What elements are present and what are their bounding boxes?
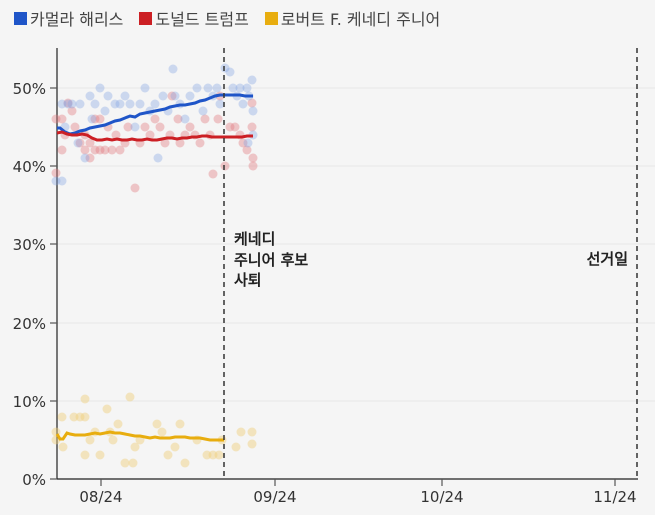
trump-swatch-icon: [139, 11, 153, 25]
y-axis: 0% 10% 20% 30% 40% 50%: [13, 48, 58, 489]
chart-legend: 카멀라 해리스 도널드 트럼프 로버트 F. 케네디 주니어: [14, 6, 440, 30]
x-axis: 08/24 09/24 10/24 11/24: [57, 478, 638, 506]
y-tick-50: 50%: [13, 80, 46, 98]
legend-label-trump: 도널드 트럼프: [155, 10, 249, 29]
harris-swatch-icon: [14, 11, 27, 25]
harris-trend-line: [57, 93, 253, 136]
y-tick-40: 40%: [13, 158, 46, 176]
x-tick-nov: 11/24: [593, 488, 636, 506]
x-tick-aug: 08/24: [79, 488, 122, 506]
kennedy-dropout-annotation: 케네디 주니어 후보 사퇴: [234, 230, 308, 289]
y-tick-30: 30%: [13, 236, 46, 254]
annotation-kennedy-line2: 주니어 후보: [234, 251, 308, 269]
annotation-kennedy-line3: 사퇴: [234, 271, 262, 289]
y-tick-20: 20%: [13, 315, 46, 333]
kennedy-poll-dots: [51, 392, 257, 468]
y-tick-10: 10%: [13, 393, 46, 411]
legend-item-harris[interactable]: 카멀라 해리스: [14, 6, 123, 30]
kennedy-swatch-icon: [264, 11, 278, 25]
trump-trend-line: [56, 130, 253, 142]
annotation-kennedy-line1: 케네디: [234, 230, 275, 248]
legend-label-kennedy: 로버트 F. 케네디 주니어: [280, 10, 441, 29]
legend-item-kennedy[interactable]: 로버트 F. 케네디 주니어: [264, 6, 441, 30]
annotation-election-day: 선거일: [587, 250, 628, 268]
gridlines: [57, 87, 655, 402]
y-tick-0: 0%: [22, 471, 46, 489]
legend-item-trump[interactable]: 도널드 트럼프: [139, 6, 249, 30]
legend-label-harris: 카멀라 해리스: [30, 10, 124, 29]
kennedy-trend-line: [55, 430, 224, 442]
x-tick-oct: 10/24: [420, 488, 463, 506]
x-tick-sep: 09/24: [253, 488, 296, 506]
